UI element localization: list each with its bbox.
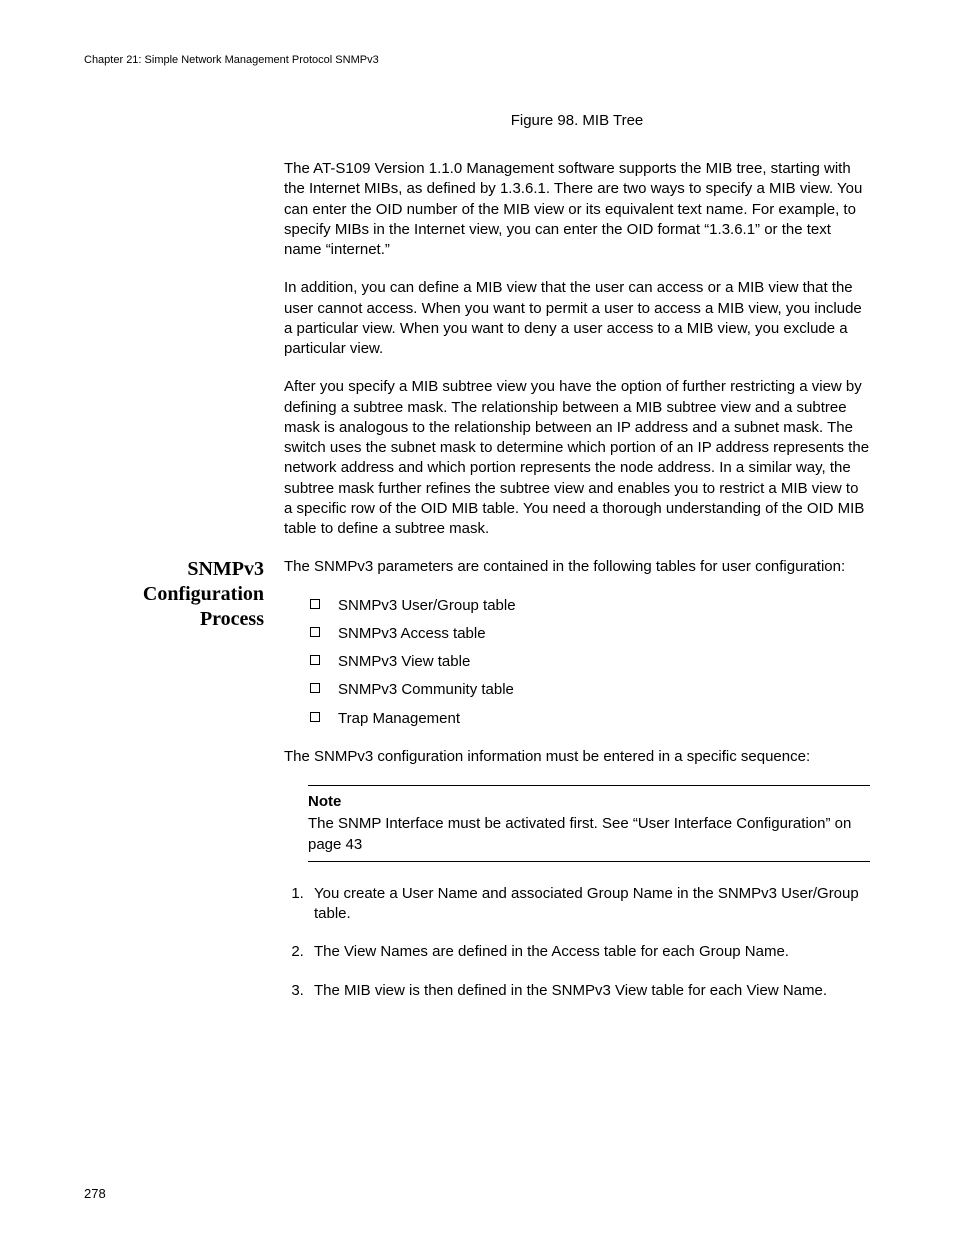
bullet-icon [310,599,320,609]
list-item: SNMPv3 Access table [284,624,870,644]
paragraph: After you specify a MIB subtree view you… [284,377,870,539]
paragraph: The AT-S109 Version 1.1.0 Management sof… [284,159,870,260]
list-item: SNMPv3 View table [284,652,870,672]
page-content: Figure 98. MIB Tree The AT-S109 Version … [84,112,870,1001]
note-label: Note [308,792,870,812]
list-item: Trap Management [284,709,870,729]
running-header: Chapter 21: Simple Network Management Pr… [84,54,870,66]
paragraph: In addition, you can define a MIB view t… [284,278,870,359]
section-intro: The SNMPv3 parameters are contained in t… [284,557,870,577]
page-number: 278 [84,1186,106,1201]
list-item: SNMPv3 Community table [284,680,870,700]
note-box: Note The SNMP Interface must be activate… [308,785,870,862]
bullet-icon [310,683,320,693]
list-item: SNMPv3 User/Group table [284,596,870,616]
ordered-steps: You create a User Name and associated Gr… [284,884,870,1001]
step-item: The View Names are defined in the Access… [308,942,870,962]
list-item-label: SNMPv3 View table [338,653,470,670]
bullet-list: SNMPv3 User/Group table SNMPv3 Access ta… [284,596,870,729]
bullet-icon [310,655,320,665]
section-snmpv3-config-process: SNMPv3 Configuration Process The SNMPv3 … [84,557,870,1001]
page: Chapter 21: Simple Network Management Pr… [0,0,954,1235]
step-item: You create a User Name and associated Gr… [308,884,870,925]
note-body: The SNMP Interface must be activated fir… [308,814,870,855]
list-item-label: SNMPv3 Access table [338,625,486,642]
side-heading: SNMPv3 Configuration Process [84,557,264,632]
bullet-icon [310,712,320,722]
step-item: The MIB view is then defined in the SNMP… [308,981,870,1001]
list-item-label: Trap Management [338,710,460,727]
figure-caption: Figure 98. MIB Tree [284,112,870,129]
section-outro: The SNMPv3 configuration information mus… [284,747,870,767]
list-item-label: SNMPv3 Community table [338,681,514,698]
body-column-section: The SNMPv3 parameters are contained in t… [284,557,870,1001]
body-column-upper: The AT-S109 Version 1.1.0 Management sof… [284,159,870,539]
list-item-label: SNMPv3 User/Group table [338,597,516,614]
bullet-icon [310,627,320,637]
